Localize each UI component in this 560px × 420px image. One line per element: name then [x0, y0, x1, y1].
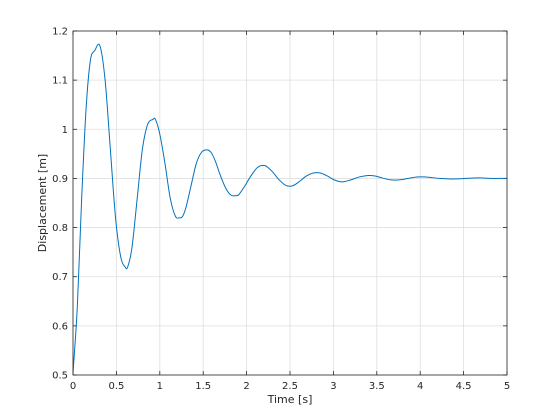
x-axis-label: Time [s]: [267, 393, 313, 406]
x-tick-label: 0.5: [108, 381, 124, 392]
x-tick-label: 3.5: [369, 381, 385, 392]
y-tick-label: 1.1: [52, 76, 68, 87]
x-tick-label: 0: [70, 381, 76, 392]
y-axis-label: Displacement [m]: [36, 154, 49, 252]
x-tick-label: 5: [504, 381, 510, 392]
x-tick-label: 2.5: [282, 381, 298, 392]
y-tick-label: 0.8: [52, 223, 68, 234]
y-tick-label: 1: [62, 125, 68, 136]
y-tick-labels: 0.5 0.6 0.7 0.8 0.9 1 1.1 1.2: [52, 27, 68, 382]
x-tick-label: 4: [417, 381, 423, 392]
y-tick-label: 0.9: [52, 174, 68, 185]
x-tick-label: 3: [330, 381, 336, 392]
x-tick-label: 2: [243, 381, 249, 392]
x-tick-label: 1: [157, 381, 163, 392]
series-line-0: [72, 43, 507, 373]
y-tick-label: 0.6: [52, 321, 68, 332]
series-layer: [72, 43, 507, 373]
plot-frame: [72, 30, 508, 376]
x-tick-labels: 0 0.5 1 1.5 2 2.5 3 3.5 4 4.5 5: [70, 381, 510, 392]
x-tick-label: 1.5: [195, 381, 211, 392]
y-tick-label: 0.7: [52, 272, 68, 283]
x-tick-label: 4.5: [456, 381, 472, 392]
y-tick-label: 0.5: [52, 371, 68, 382]
y-tick-label: 1.2: [52, 27, 68, 38]
